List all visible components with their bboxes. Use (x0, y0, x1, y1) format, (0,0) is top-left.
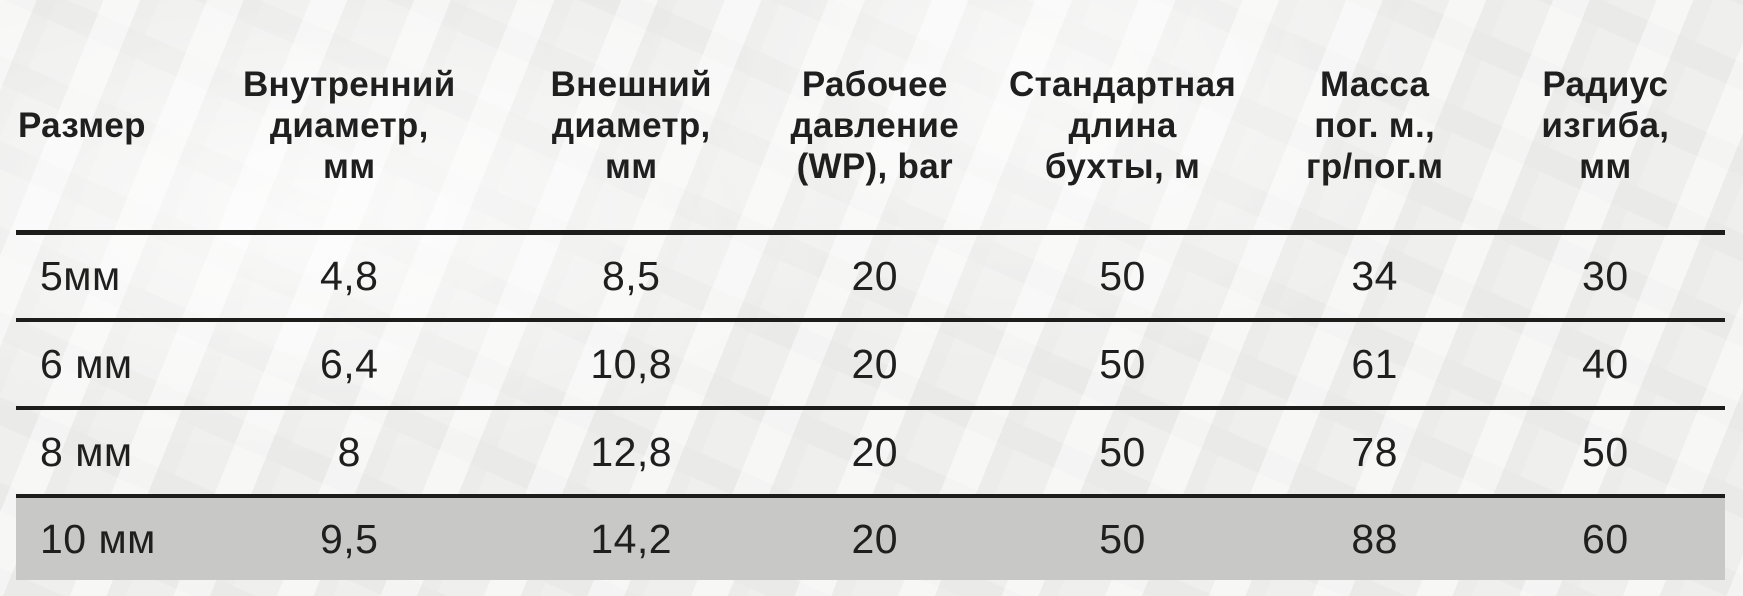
cell-size: 10 мм (16, 496, 204, 580)
cell-inner-diameter: 9,5 (203, 496, 495, 580)
cell-size: 8 мм (16, 408, 204, 498)
column-header-size: Размер (16, 0, 204, 235)
cell-working-pressure: 20 (767, 408, 982, 498)
table-row: 6 мм 6,4 10,8 20 50 61 40 (16, 320, 1725, 410)
cell-mass-per-meter: 78 (1263, 408, 1486, 498)
cell-coil-length: 50 (981, 232, 1264, 322)
cell-coil-length: 50 (981, 408, 1264, 498)
cell-bend-radius: 60 (1485, 496, 1725, 580)
column-header-bend-radius: Радиус изгиба, мм (1485, 0, 1725, 235)
cell-mass-per-meter: 61 (1263, 320, 1486, 410)
column-header-mass-per-meter: Масса пог. м., гр/пог.м (1263, 0, 1486, 235)
cell-inner-diameter: 4,8 (203, 232, 495, 322)
cell-working-pressure: 20 (767, 232, 982, 322)
cell-working-pressure: 20 (767, 496, 982, 580)
table-row-highlighted: 10 мм 9,5 14,2 20 50 88 60 (16, 496, 1725, 580)
cell-bend-radius: 30 (1485, 232, 1725, 322)
cell-working-pressure: 20 (767, 320, 982, 410)
header-row: Размер Внутренний диаметр, мм Внешний ди… (16, 0, 1725, 235)
cell-outer-diameter: 8,5 (494, 232, 768, 322)
cell-size: 6 мм (16, 320, 204, 410)
cell-mass-per-meter: 34 (1263, 232, 1486, 322)
cell-inner-diameter: 6,4 (203, 320, 495, 410)
cell-coil-length: 50 (981, 320, 1264, 410)
cell-outer-diameter: 10,8 (494, 320, 768, 410)
column-header-working-pressure: Рабочее давление (WP), bar (767, 0, 982, 235)
table-row: 5мм 4,8 8,5 20 50 34 30 (16, 232, 1725, 322)
cell-size: 5мм (16, 232, 204, 322)
cell-bend-radius: 40 (1485, 320, 1725, 410)
column-header-coil-length: Стандартная длина бухты, м (981, 0, 1264, 235)
cell-outer-diameter: 14,2 (494, 496, 768, 580)
column-header-outer-diameter: Внешний диаметр, мм (494, 0, 768, 235)
hose-spec-table: Размер Внутренний диаметр, мм Внешний ди… (16, 0, 1725, 580)
table-row: 8 мм 8 12,8 20 50 78 50 (16, 408, 1725, 498)
cell-coil-length: 50 (981, 496, 1264, 580)
cell-mass-per-meter: 88 (1263, 496, 1486, 580)
cell-inner-diameter: 8 (203, 408, 495, 498)
column-header-inner-diameter: Внутренний диаметр, мм (203, 0, 495, 235)
cell-outer-diameter: 12,8 (494, 408, 768, 498)
cell-bend-radius: 50 (1485, 408, 1725, 498)
